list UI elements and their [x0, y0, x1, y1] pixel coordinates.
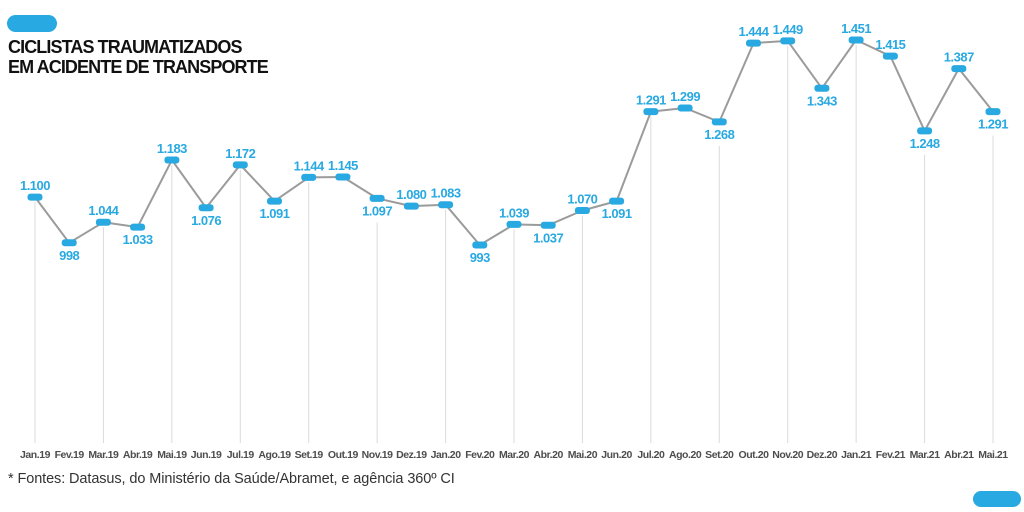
axis-label-Jan.19: Jan.19	[20, 449, 51, 461]
data-point-marker-Abr.20	[540, 221, 556, 229]
value-label-Mar.20: 1.039	[499, 205, 529, 220]
axis-label-Dez.19: Dez.19	[396, 449, 427, 461]
data-point-marker-Dez.19	[403, 202, 419, 210]
axis-label-Set.20: Set.20	[705, 449, 734, 461]
data-point-marker-Fev.19	[61, 239, 77, 247]
axis-label-Dez.20: Dez.20	[807, 449, 838, 461]
value-label-Dez.20: 1.343	[807, 93, 837, 108]
axis-label-Mai.19: Mai.19	[157, 449, 187, 461]
data-point-marker-Out.20	[746, 39, 761, 47]
data-point-marker-Mar.21	[917, 127, 933, 135]
line-chart: 1.100 998 1.044 1.033 1.183 1.076 1.172 1.091 1.…	[20, 21, 1009, 461]
axis-label-Nov.19: Nov.19	[362, 449, 394, 461]
value-label-Out.20: 1.444	[738, 24, 769, 39]
decorative-pill-icon-bottom	[973, 491, 1021, 507]
data-point-marker-Fev.21	[882, 52, 898, 60]
decorative-pill-icon	[7, 15, 57, 32]
value-label-Set.19: 1.144	[294, 158, 325, 173]
value-label-Jan.20: 1.083	[431, 186, 461, 201]
value-label-Mar.19: 1.044	[88, 203, 119, 218]
data-point-marker-Abr.19	[130, 223, 146, 231]
axis-label-Mai.21: Mai.21	[978, 449, 1008, 461]
data-point-marker-Jun.19	[198, 204, 214, 212]
axis-label-Fev.20: Fev.20	[465, 449, 495, 461]
value-label-Set.20: 1.268	[704, 127, 734, 142]
data-point-marker-Out.19	[335, 173, 351, 181]
data-point-marker-Jan.19	[27, 193, 43, 201]
axis-label-Out.20: Out.20	[739, 449, 770, 461]
axis-label-Abr.21: Abr.21	[944, 449, 974, 461]
value-label-Mai.19: 1.183	[157, 141, 187, 156]
chart-title: CICLISTAS TRAUMATIZADOS EM ACIDENTE DE T…	[8, 37, 269, 77]
axis-label-Abr.19: Abr.19	[123, 449, 153, 461]
value-label-Out.19: 1.145	[328, 158, 358, 173]
value-label-Dez.19: 1.080	[396, 187, 426, 202]
value-label-Abr.20: 1.037	[533, 230, 563, 245]
data-point-marker-Dez.20	[814, 84, 830, 92]
data-point-marker-Ago.19	[267, 197, 282, 205]
value-label-Mai.21: 1.291	[978, 117, 1008, 132]
source-note: * Fontes: Datasus, do Ministério da Saúd…	[8, 471, 455, 487]
axis-label-Jun.20: Jun.20	[601, 449, 632, 461]
axis-label-Out.19: Out.19	[328, 449, 359, 461]
axis-label-Jun.19: Jun.19	[191, 449, 222, 461]
axis-label-Mai.20: Mai.20	[568, 449, 598, 461]
value-label-Abr.21: 1.387	[944, 50, 974, 65]
data-point-marker-Jul.19	[232, 161, 248, 169]
axis-label-Ago.20: Ago.20	[669, 449, 702, 461]
axis-label-Nov.20: Nov.20	[772, 449, 804, 461]
data-point-marker-Fev.20	[472, 241, 488, 249]
axis-label-Fev.21: Fev.21	[876, 449, 906, 461]
data-point-marker-Jan.21	[848, 36, 864, 44]
data-point-marker-Nov.19	[369, 194, 385, 202]
data-point-marker-Jun.20	[609, 197, 625, 205]
value-label-Jul.19: 1.172	[225, 146, 255, 161]
axis-label-Mar.21: Mar.21	[910, 449, 941, 461]
axis-label-Jul.20: Jul.20	[637, 449, 665, 461]
value-label-Jan.19: 1.100	[20, 178, 50, 193]
value-label-Ago.19: 1.091	[259, 206, 289, 221]
data-point-marker-Mai.20	[574, 207, 590, 214]
axis-label-Mar.19: Mar.19	[88, 449, 119, 461]
value-label-Nov.20: 1.449	[773, 22, 803, 37]
axis-label-Mar.20: Mar.20	[499, 449, 530, 461]
data-point-marker-Jul.20	[643, 108, 659, 116]
axis-label-Jan.20: Jan.20	[431, 449, 462, 461]
data-point-marker-Mai.19	[164, 156, 180, 164]
data-point-marker-Ago.20	[677, 104, 693, 112]
value-label-Jun.20: 1.091	[602, 206, 632, 221]
chart-title-line2: EM ACIDENTE DE TRANSPORTE	[8, 57, 269, 77]
data-point-marker-Nov.20	[780, 37, 796, 45]
data-point-marker-Abr.21	[951, 65, 967, 73]
data-point-marker-Set.20	[711, 118, 727, 126]
axis-label-Jan.21: Jan.21	[841, 449, 872, 461]
data-point-marker-Mar.20	[506, 220, 522, 228]
value-label-Jul.20: 1.291	[636, 93, 666, 108]
axis-label-Abr.20: Abr.20	[533, 449, 563, 461]
value-label-Mai.20: 1.070	[567, 192, 597, 207]
value-label-Ago.20: 1.299	[670, 89, 700, 104]
value-label-Jun.19: 1.076	[191, 213, 221, 228]
value-label-Fev.21: 1.415	[875, 37, 905, 52]
axis-label-Jul.19: Jul.19	[227, 449, 255, 461]
data-point-marker-Mai.21	[985, 108, 1001, 116]
data-point-marker-Set.19	[301, 173, 317, 181]
value-label-Mar.21: 1.248	[910, 136, 940, 151]
value-label-Jan.21: 1.451	[841, 21, 871, 36]
data-point-marker-Jan.20	[438, 201, 454, 209]
axis-label-Ago.19: Ago.19	[258, 449, 291, 461]
value-label-Abr.19: 1.033	[123, 232, 153, 247]
axis-label-Set.19: Set.19	[295, 449, 324, 461]
axis-label-Fev.19: Fev.19	[55, 449, 85, 461]
chart-title-line1: CICLISTAS TRAUMATIZADOS	[8, 37, 243, 57]
value-label-Fev.20: 993	[470, 250, 490, 265]
value-label-Fev.19: 998	[59, 248, 79, 263]
value-label-Nov.19: 1.097	[362, 203, 392, 218]
data-point-marker-Mar.19	[95, 218, 111, 226]
